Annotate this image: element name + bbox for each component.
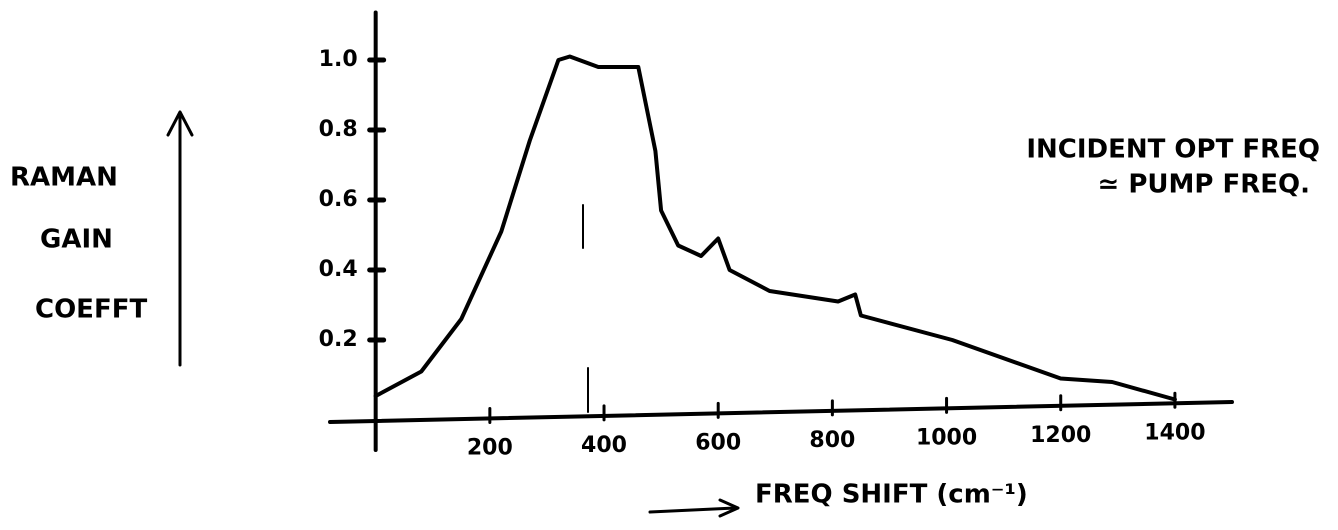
line xyxy=(373,54,1177,402)
y-tick-label: 0.2 xyxy=(319,327,358,352)
x-tick-label: 1000 xyxy=(916,425,977,450)
x-tick-label: 600 xyxy=(695,430,741,455)
y-axis-label: RAMAN xyxy=(10,163,118,193)
x-label-arrow xyxy=(648,506,737,514)
x-tick-label: 800 xyxy=(809,428,855,453)
x-tick-label: 200 xyxy=(467,435,513,460)
y-axis-label: COEFFT xyxy=(35,295,147,325)
y-tick-label: 1.0 xyxy=(319,47,358,72)
y-tick-label: 0.6 xyxy=(319,187,358,212)
y-axis-label: GAIN xyxy=(40,225,113,255)
x-label-arrow-head xyxy=(718,498,740,518)
x-axis xyxy=(328,400,1234,424)
annotation: ≃ PUMP FREQ. xyxy=(1097,170,1310,200)
x-tick-label: 1400 xyxy=(1144,420,1205,445)
annotation: INCIDENT OPT FREQ xyxy=(1026,135,1320,165)
y-tick-label: 0.4 xyxy=(319,257,358,282)
x-tick-label: 1200 xyxy=(1030,423,1091,448)
y-label-arrow-head xyxy=(166,110,194,137)
x-axis-label: FREQ SHIFT (cm⁻¹) xyxy=(755,480,1028,510)
x-tick-label: 400 xyxy=(581,433,627,458)
y-tick-label: 0.8 xyxy=(319,117,358,142)
